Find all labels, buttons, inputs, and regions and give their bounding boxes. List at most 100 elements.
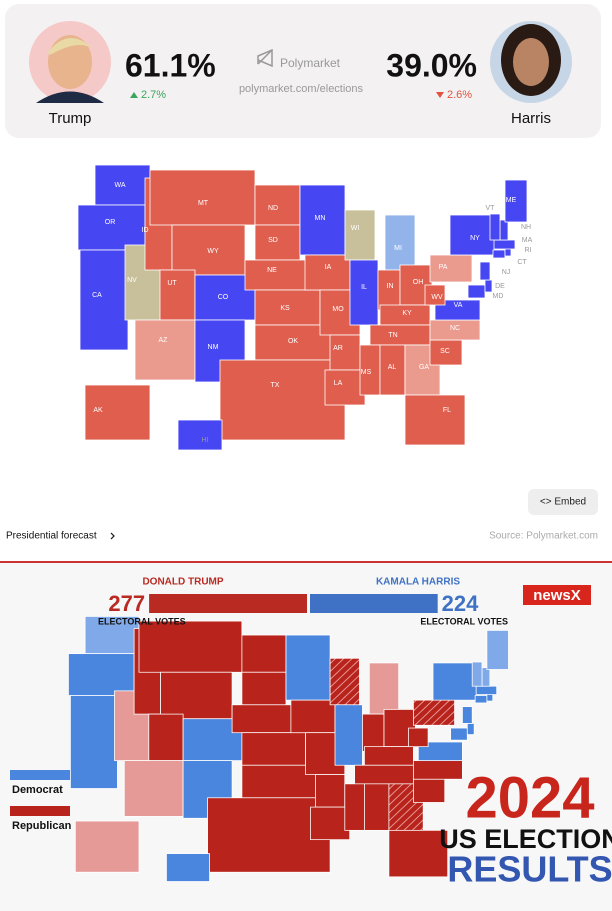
- state: [329, 657, 360, 706]
- state-label: ME: [506, 197, 517, 204]
- candidate-name: KAMALA HARRIS: [376, 577, 460, 588]
- state: [219, 359, 346, 441]
- brand-logo: [257, 48, 273, 68]
- state-label: IA: [325, 264, 332, 271]
- forecast-link[interactable]: Presidential forecast: [6, 531, 97, 542]
- state: [492, 249, 506, 259]
- state-label: AZ: [159, 337, 169, 344]
- state: [334, 704, 363, 766]
- state-label: TX: [271, 382, 280, 389]
- odds-card: [5, 4, 601, 138]
- state: [134, 319, 196, 381]
- state-label: MD: [493, 293, 504, 300]
- state-label: MA: [522, 237, 533, 244]
- state: [504, 179, 528, 223]
- vote-bar: [310, 594, 438, 613]
- state: [413, 699, 455, 726]
- odds-change: 2.7%: [141, 89, 166, 101]
- headline: US ELECTION: [439, 824, 612, 854]
- state: [475, 685, 498, 695]
- state-label: FL: [443, 407, 451, 414]
- state-label: NV: [127, 277, 137, 284]
- state: [499, 219, 509, 241]
- vote-count: 224: [442, 591, 479, 616]
- state-label: MN: [315, 215, 326, 222]
- state: [207, 797, 331, 873]
- state-label: CT: [517, 259, 527, 266]
- state: [160, 671, 233, 720]
- headline: RESULTS: [447, 849, 612, 890]
- state: [404, 394, 466, 446]
- state-label: DE: [495, 283, 505, 290]
- state: [462, 706, 473, 724]
- state-label: LA: [334, 380, 343, 387]
- legend-swatch: [10, 770, 70, 780]
- state: [231, 704, 297, 734]
- odds-change: 2.6%: [447, 89, 472, 101]
- embed-button[interactable]: [528, 489, 598, 515]
- state-label: KS: [280, 305, 290, 312]
- state: [368, 662, 400, 715]
- legend-label: Democrat: [12, 784, 63, 796]
- state-label: SD: [268, 237, 278, 244]
- state-label: CA: [92, 292, 102, 299]
- candidate-name: DONALD TRUMP: [142, 577, 223, 588]
- state: [70, 695, 118, 789]
- state: [148, 713, 184, 761]
- state: [84, 384, 151, 441]
- odds: 39.0%: [386, 47, 477, 83]
- state: [429, 254, 473, 283]
- votes-label: ELECTORAL VOTES: [98, 616, 186, 626]
- state: [304, 254, 351, 291]
- state: [166, 853, 210, 882]
- state-label: HI: [202, 437, 209, 444]
- state: [486, 630, 509, 670]
- state: [489, 213, 501, 241]
- state: [124, 244, 163, 321]
- state: [493, 239, 516, 250]
- state: [241, 671, 287, 706]
- state-label: AK: [93, 407, 103, 414]
- state: [244, 259, 311, 291]
- state-label: NY: [470, 235, 480, 242]
- candidate-name: Trump: [49, 110, 92, 127]
- state: [481, 667, 491, 687]
- state: [285, 634, 331, 701]
- state: [79, 249, 129, 351]
- state: [369, 324, 431, 346]
- state: [138, 620, 243, 673]
- legend-swatch: [10, 806, 70, 816]
- state-label: UT: [167, 280, 177, 287]
- state: [94, 164, 151, 206]
- state-label: VT: [486, 205, 496, 212]
- state: [417, 741, 463, 761]
- state: [384, 214, 416, 271]
- state-label: VA: [454, 302, 463, 309]
- state-label: ND: [268, 205, 278, 212]
- state-label: OR: [105, 219, 116, 226]
- state-label: WI: [351, 225, 360, 232]
- state-label: AL: [388, 364, 397, 371]
- state-label: CO: [218, 294, 229, 301]
- embed-label[interactable]: <> Embed: [540, 497, 586, 508]
- up-arrow: [130, 92, 138, 98]
- state-label: MS: [361, 369, 372, 376]
- state: [467, 284, 486, 299]
- state: [450, 727, 468, 741]
- state: [344, 783, 365, 831]
- state: [77, 204, 146, 251]
- state: [74, 820, 140, 873]
- state-label: AR: [333, 345, 343, 352]
- avatar-hair: [48, 37, 94, 55]
- state-label: NH: [521, 224, 531, 231]
- state-label: MI: [394, 245, 402, 252]
- state-label: NE: [267, 267, 277, 274]
- vote-bar: [149, 594, 307, 613]
- state: [329, 334, 361, 371]
- state: [149, 169, 256, 226]
- down-arrow: [436, 92, 444, 98]
- brand: Polymarket: [280, 56, 341, 70]
- state-label: MT: [198, 200, 209, 207]
- results-map: [68, 616, 509, 882]
